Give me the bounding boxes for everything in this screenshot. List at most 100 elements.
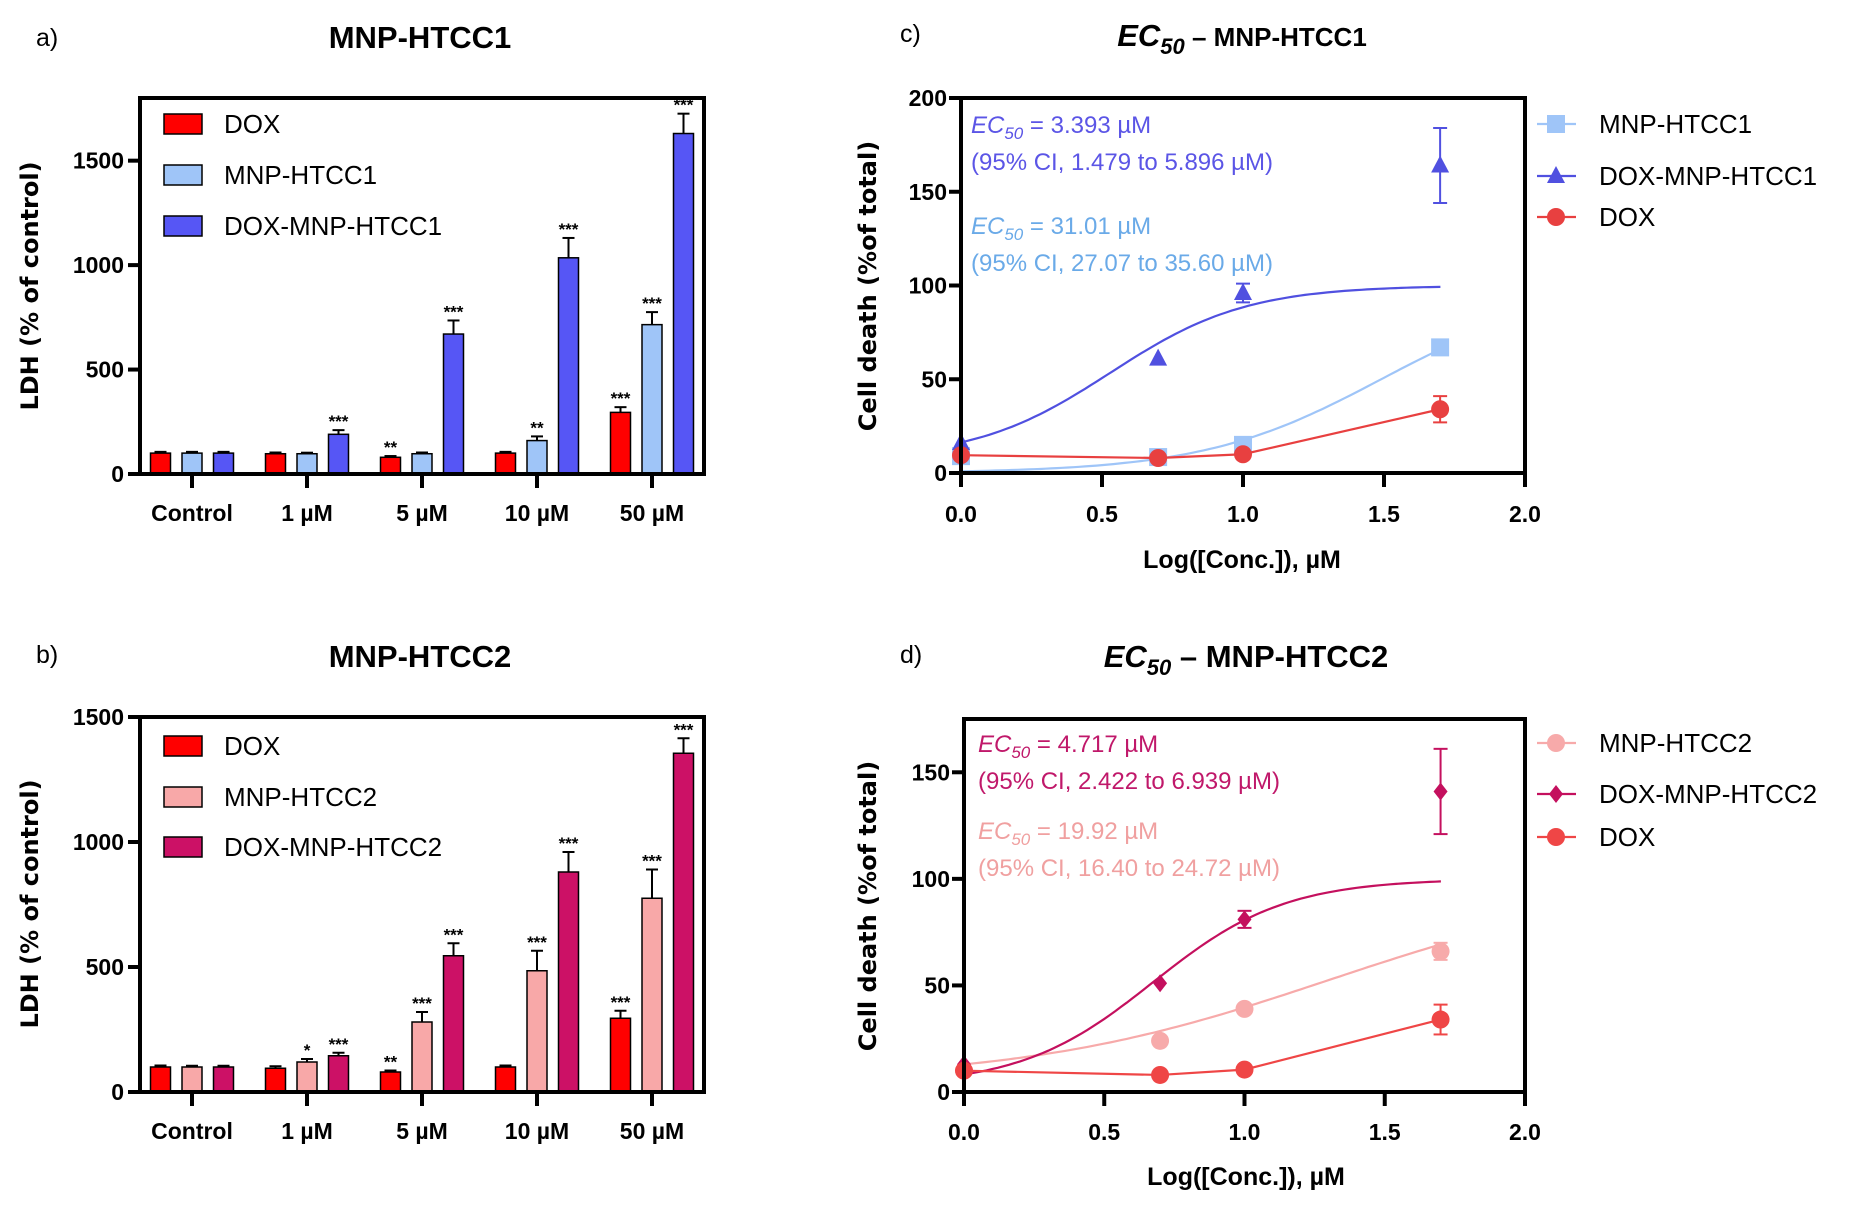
marker-triangle: [1149, 348, 1168, 366]
legend-swatch: [163, 836, 203, 858]
x-tick-label: 0.0: [945, 501, 977, 527]
ec-sub: 50: [1011, 743, 1030, 762]
marker-circle: [1235, 999, 1254, 1018]
annotations-c: EC50 = 3.393 µM (95% CI, 1.479 to 5.896 …: [971, 112, 1273, 277]
ci-annotation: (95% CI, 27.07 to 35.60 µM): [971, 250, 1273, 277]
legend-label: DOX: [1599, 822, 1655, 852]
significance-label: ***: [674, 96, 694, 115]
bar: [557, 871, 580, 1093]
y-tick-label: 500: [86, 954, 124, 980]
bar: [442, 333, 465, 475]
y-axis-label-c: Cell death (%of total): [854, 141, 882, 431]
significance-label: ***: [329, 1035, 349, 1054]
legend-label: DOX-MNP-HTCC1: [1599, 161, 1817, 191]
x-tick-label: 1.5: [1369, 1119, 1401, 1145]
legend-label: DOX: [224, 109, 280, 139]
legend-label: MNP-HTCC1: [1599, 109, 1752, 139]
significance-label: ***: [559, 220, 579, 239]
ec-value: = 31.01 µM: [1023, 213, 1151, 240]
chart-title-b: MNP-HTCC2: [329, 639, 512, 674]
marker-circle: [1149, 449, 1168, 467]
legend-swatch: [163, 786, 203, 808]
x-tick-label: 10 µM: [505, 500, 569, 526]
chart-title-d: EC50 – MNP-HTCC2: [1104, 639, 1389, 680]
significance-label: **: [384, 438, 398, 457]
ec50-annotation: EC50 = 19.92 µM: [978, 818, 1158, 849]
x-tick-label: 1 µM: [281, 1118, 333, 1144]
ci-annotation: (95% CI, 16.40 to 24.72 µM): [978, 855, 1280, 882]
x-axis-label-d: Log([Conc.]), µM: [1147, 1163, 1345, 1191]
legend-label: DOX-MNP-HTCC2: [1599, 779, 1817, 809]
title-rest: – MNP-HTCC2: [1171, 639, 1388, 674]
fit-curve: [963, 1018, 1441, 1077]
x-tick-label: 50 µM: [620, 1118, 684, 1144]
ci-annotation: (95% CI, 1.479 to 5.896 µM): [971, 149, 1273, 176]
bar-chart-a: *****DOX*****MNP-HTCC1************DOX-MN…: [73, 96, 706, 526]
bar: [212, 452, 235, 475]
ec-text: EC: [978, 731, 1012, 758]
bar: [411, 1021, 433, 1093]
ec50-annotation: EC50 = 31.01 µM: [971, 213, 1151, 244]
significance-label: *: [304, 1041, 311, 1060]
marker-circle: [1431, 942, 1450, 961]
significance-label: ***: [444, 925, 464, 944]
x-tick-label: 0.5: [1086, 501, 1118, 527]
bar: [296, 452, 318, 475]
legend-swatch: [163, 164, 203, 186]
y-axis-label-b: LDH (% of control): [16, 779, 44, 1028]
marker-circle: [1234, 445, 1252, 464]
y-tick-label: 1000: [73, 829, 124, 855]
significance-label: ***: [444, 302, 464, 321]
fit-curve: [963, 880, 1441, 1076]
y-tick-label: 0: [934, 460, 947, 486]
y-tick-label: 150: [909, 179, 947, 205]
x-tick-label: 0.0: [948, 1119, 980, 1145]
marker-triangle: [1547, 166, 1565, 183]
marker-circle: [1431, 1010, 1450, 1029]
bar: [181, 1066, 203, 1093]
chart-title-a: MNP-HTCC1: [329, 20, 512, 55]
x-tick-label: 1.5: [1368, 501, 1400, 527]
x-tick-label: Control: [151, 500, 233, 526]
marker-triangle: [1234, 283, 1252, 300]
panel-label-b: b): [36, 641, 58, 669]
bar-chart-b: *****DOX**********MNP-HTCC2************D…: [73, 704, 706, 1144]
x-axis-label-c: Log([Conc.]), µM: [1143, 546, 1341, 574]
significance-label: ***: [642, 852, 662, 871]
bar: [609, 1017, 632, 1093]
x-tick-label: 5 µM: [396, 1118, 448, 1144]
marker-circle: [1547, 734, 1565, 752]
y-tick-label: 1500: [73, 704, 124, 730]
marker-square: [1547, 115, 1565, 133]
x-tick-label: 10 µM: [505, 1118, 569, 1144]
y-tick-label: 1000: [73, 252, 124, 278]
bar: [181, 452, 203, 475]
marker-diamond: [1549, 785, 1563, 803]
y-tick-label: 0: [111, 461, 124, 487]
bar: [327, 433, 350, 475]
bar: [494, 452, 517, 475]
legend-label: MNP-HTCC1: [224, 160, 377, 190]
y-axis-label-d: Cell death (%of total): [854, 761, 882, 1051]
legend-label: DOX-MNP-HTCC1: [224, 211, 442, 241]
ec50-annotation: EC50 = 3.393 µM: [971, 112, 1151, 143]
significance-label: ***: [674, 720, 694, 739]
ec-sub: 50: [1011, 830, 1030, 849]
bar: [609, 411, 632, 475]
marker-circle: [1547, 208, 1565, 226]
x-tick-label: 0.5: [1088, 1119, 1120, 1145]
y-tick-label: 500: [86, 357, 124, 383]
x-tick-label: 1 µM: [281, 500, 333, 526]
fit-curve: [963, 943, 1442, 1066]
marker-square: [1431, 338, 1450, 357]
marker-circle: [1431, 400, 1450, 419]
bar: [379, 1071, 402, 1093]
bar: [526, 439, 548, 475]
marker-triangle: [1431, 155, 1450, 173]
ec-text: EC: [978, 818, 1012, 845]
marker-diamond: [1433, 782, 1448, 801]
ec-value: = 4.717 µM: [1030, 731, 1158, 758]
fit-curve: [960, 348, 1441, 473]
marker-diamond: [1153, 974, 1168, 993]
